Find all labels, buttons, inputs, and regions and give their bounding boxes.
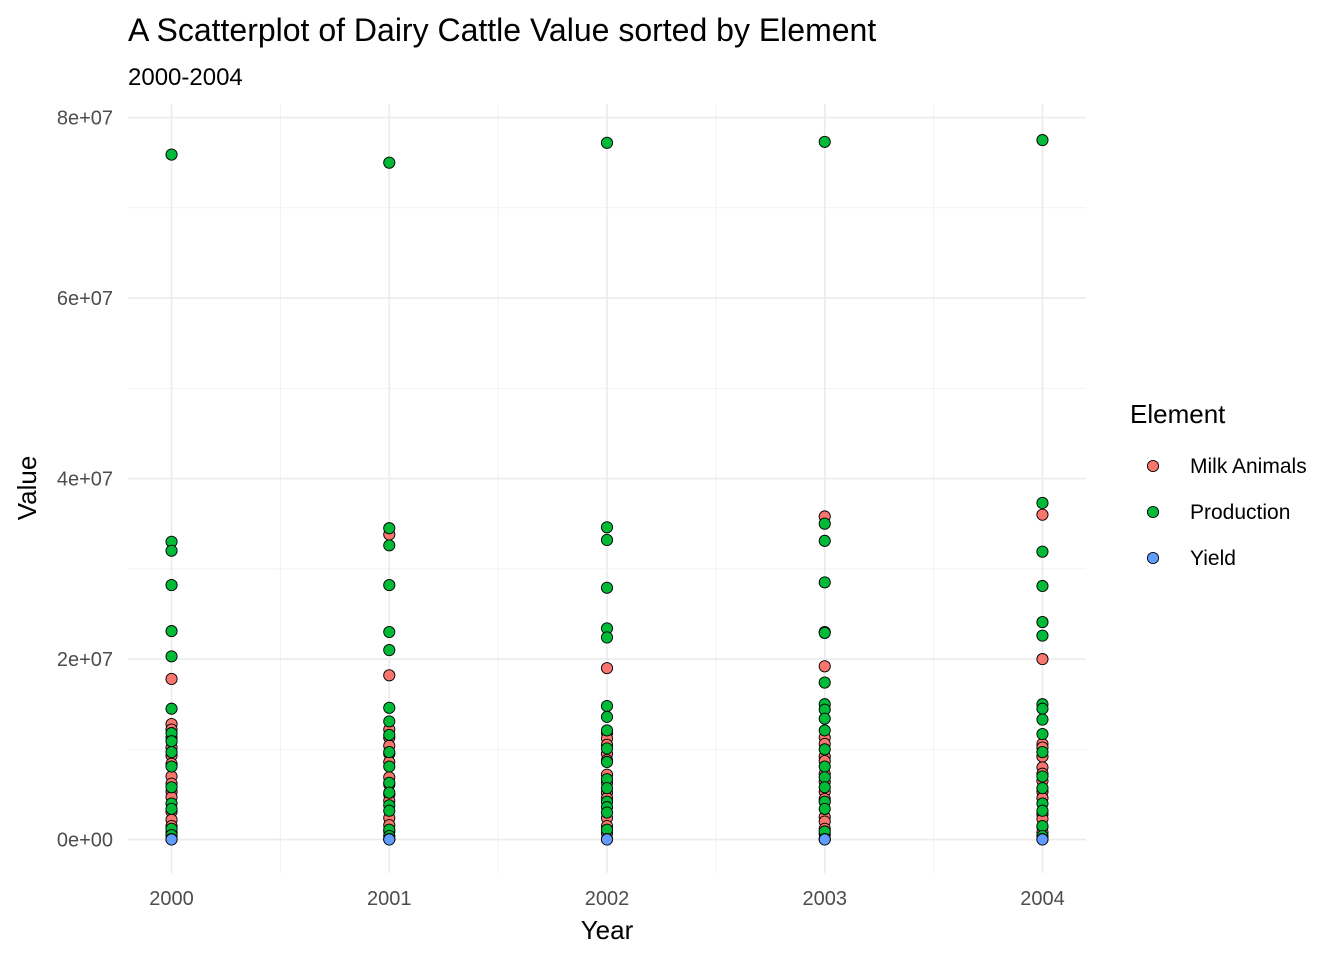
data-point-production — [383, 539, 396, 552]
data-point-milk-animals — [383, 669, 396, 682]
chart-subtitle: 2000-2004 — [128, 64, 243, 91]
data-point-yield — [383, 833, 396, 846]
data-point-production — [818, 743, 831, 756]
legend-key-production — [1146, 505, 1160, 519]
legend-label-yield: Yield — [1190, 547, 1236, 570]
x-tick-label: 2004 — [1020, 888, 1065, 910]
data-point-production — [383, 728, 396, 741]
data-point-production — [383, 644, 396, 657]
data-point-yield — [600, 833, 614, 846]
legend-label-production: Production — [1190, 501, 1290, 524]
data-point-yield — [818, 833, 831, 846]
data-point-production — [165, 148, 178, 161]
data-point-production — [818, 534, 831, 547]
data-point-production — [818, 626, 831, 639]
data-point-production — [600, 136, 614, 149]
data-point-production — [818, 517, 831, 530]
data-point-production — [818, 760, 831, 773]
data-point-yield — [165, 833, 178, 846]
x-tick-label: 2000 — [149, 888, 194, 910]
data-point-production — [1036, 702, 1049, 715]
data-point-production — [1036, 579, 1049, 593]
data-point-production — [600, 533, 614, 546]
data-point-production — [383, 701, 396, 714]
data-points — [165, 134, 1049, 846]
y-tick-label: 4e+07 — [57, 469, 113, 491]
y-tick-label: 2e+07 — [57, 649, 113, 671]
data-point-production — [165, 760, 178, 773]
data-point-production — [600, 631, 614, 644]
data-point-production — [600, 710, 614, 723]
data-point-milk-animals — [1036, 653, 1049, 666]
y-tick-label: 8e+07 — [57, 108, 113, 130]
y-tick-label: 0e+00 — [57, 830, 113, 852]
data-point-milk-animals — [1036, 508, 1049, 521]
data-point-production — [165, 625, 178, 638]
data-point-production — [165, 579, 178, 592]
data-point-milk-animals — [600, 662, 614, 675]
data-point-production — [1036, 746, 1049, 759]
data-point-production — [1036, 545, 1049, 558]
data-point-production — [165, 735, 178, 748]
legend: Element Milk Animals Production Yield — [1130, 399, 1307, 570]
chart-title: A Scatterplot of Dairy Cattle Value sort… — [128, 12, 876, 48]
data-point-production — [1036, 134, 1049, 147]
data-point-production — [818, 802, 831, 815]
x-axis-title: Year — [581, 915, 634, 945]
data-point-production — [600, 699, 614, 713]
data-point-production — [600, 581, 614, 594]
data-point-production — [383, 156, 396, 169]
data-point-production — [600, 806, 614, 819]
data-point-production — [1036, 629, 1049, 642]
data-point-production — [818, 676, 831, 689]
data-point-production — [165, 746, 178, 759]
x-tick-label: 2003 — [802, 888, 847, 910]
data-point-production — [600, 724, 614, 737]
data-point-production — [1036, 782, 1049, 795]
data-point-production — [165, 544, 178, 557]
data-point-production — [818, 135, 831, 148]
data-point-production — [165, 650, 178, 663]
y-axis-title: Value — [12, 456, 42, 521]
data-point-production — [600, 521, 614, 534]
data-point-production — [1036, 496, 1049, 509]
data-point-production — [1036, 616, 1049, 629]
data-point-yield — [1036, 833, 1049, 846]
data-point-production — [383, 760, 396, 773]
data-point-production — [600, 742, 614, 755]
data-point-production — [600, 782, 614, 795]
data-point-production — [383, 715, 396, 728]
data-point-production — [600, 755, 614, 769]
legend-key-yield — [1146, 551, 1160, 565]
legend-title: Element — [1130, 399, 1226, 429]
data-point-production — [165, 781, 178, 794]
data-point-production — [818, 724, 831, 737]
data-point-production — [1036, 727, 1049, 741]
data-point-production — [165, 702, 178, 715]
data-point-production — [383, 522, 396, 535]
data-point-production — [1036, 713, 1049, 726]
x-tick-label: 2001 — [367, 888, 412, 910]
data-point-production — [1036, 804, 1049, 817]
data-point-production — [383, 579, 396, 592]
data-point-production — [1036, 770, 1049, 783]
y-axis-ticks: 0e+00 2e+07 4e+07 6e+07 8e+07 — [57, 108, 113, 852]
data-point-production — [383, 804, 396, 817]
data-point-production — [818, 781, 831, 794]
data-point-production — [383, 625, 396, 639]
data-point-production — [818, 576, 831, 589]
data-point-production — [818, 712, 831, 725]
x-axis-ticks: 2000 2001 2002 2003 2004 — [149, 888, 1064, 910]
data-point-production — [165, 802, 178, 815]
data-point-production — [383, 786, 396, 799]
data-point-milk-animals — [165, 672, 178, 685]
data-point-production — [383, 746, 396, 759]
y-tick-label: 6e+07 — [57, 288, 113, 310]
x-tick-label: 2002 — [585, 888, 630, 910]
legend-label-milk-animals: Milk Animals — [1190, 455, 1307, 478]
legend-key-milk-animals — [1146, 459, 1160, 473]
data-point-milk-animals — [818, 660, 831, 673]
